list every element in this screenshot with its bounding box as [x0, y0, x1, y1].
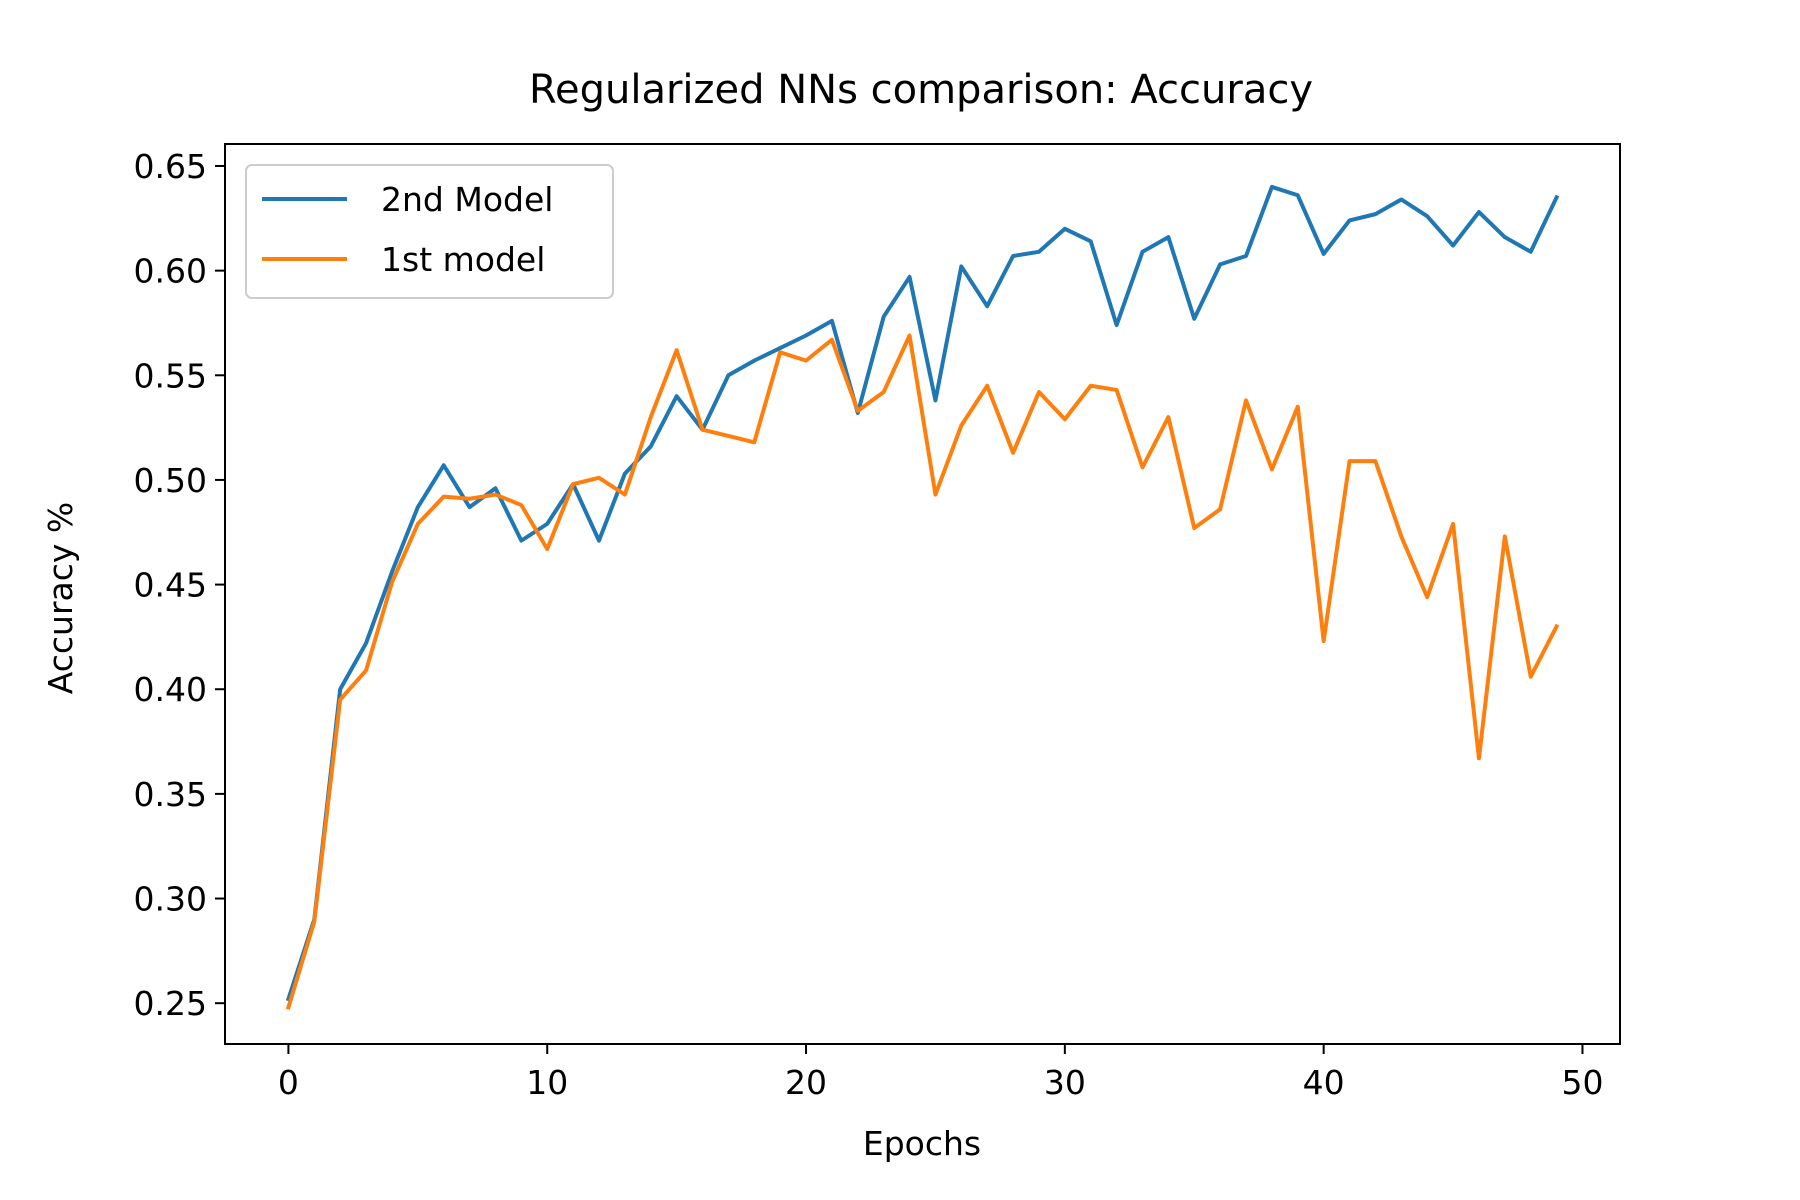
y-tick-label: 0.35: [134, 775, 207, 814]
y-tick-label: 0.55: [134, 356, 207, 395]
y-tick-label: 0.40: [134, 670, 207, 709]
y-tick-label: 0.25: [134, 984, 207, 1023]
series-line-2nd-model: [285, 184, 1560, 1002]
y-tick-label: 0.30: [134, 880, 207, 919]
plot-frame: [224, 143, 1621, 1045]
y-tick-label: 0.60: [134, 252, 207, 291]
legend-label-1st-model: 1st model: [381, 240, 545, 279]
y-tick-label: 0.50: [134, 461, 207, 500]
x-tick-label: 10: [526, 1063, 568, 1102]
y-tick-label: 0.65: [134, 147, 207, 186]
x-tick-label: 20: [785, 1063, 827, 1102]
x-axis-label: Epochs: [863, 1124, 981, 1163]
legend-label-2nd-model: 2nd Model: [381, 180, 553, 219]
x-tick-label: 50: [1561, 1063, 1603, 1102]
chart-title: Regularized NNs comparison: Accuracy: [529, 67, 1313, 113]
x-tick-label: 30: [1044, 1063, 1086, 1102]
x-tick-label: 0: [278, 1063, 299, 1102]
legend: 2nd Model 1st model: [245, 164, 614, 299]
y-tick-label: 0.45: [134, 566, 207, 605]
tick-layer: 0 10 20 30 40 50 0.25 0.30 0.35 0.40 0.45 0.50 0.55 0…: [134, 147, 1604, 1102]
series-layer: [285, 184, 1560, 1010]
series-line-1st-model: [285, 333, 1560, 1010]
x-tick-label: 40: [1303, 1063, 1345, 1102]
y-axis-label: Accuracy %: [41, 502, 80, 695]
